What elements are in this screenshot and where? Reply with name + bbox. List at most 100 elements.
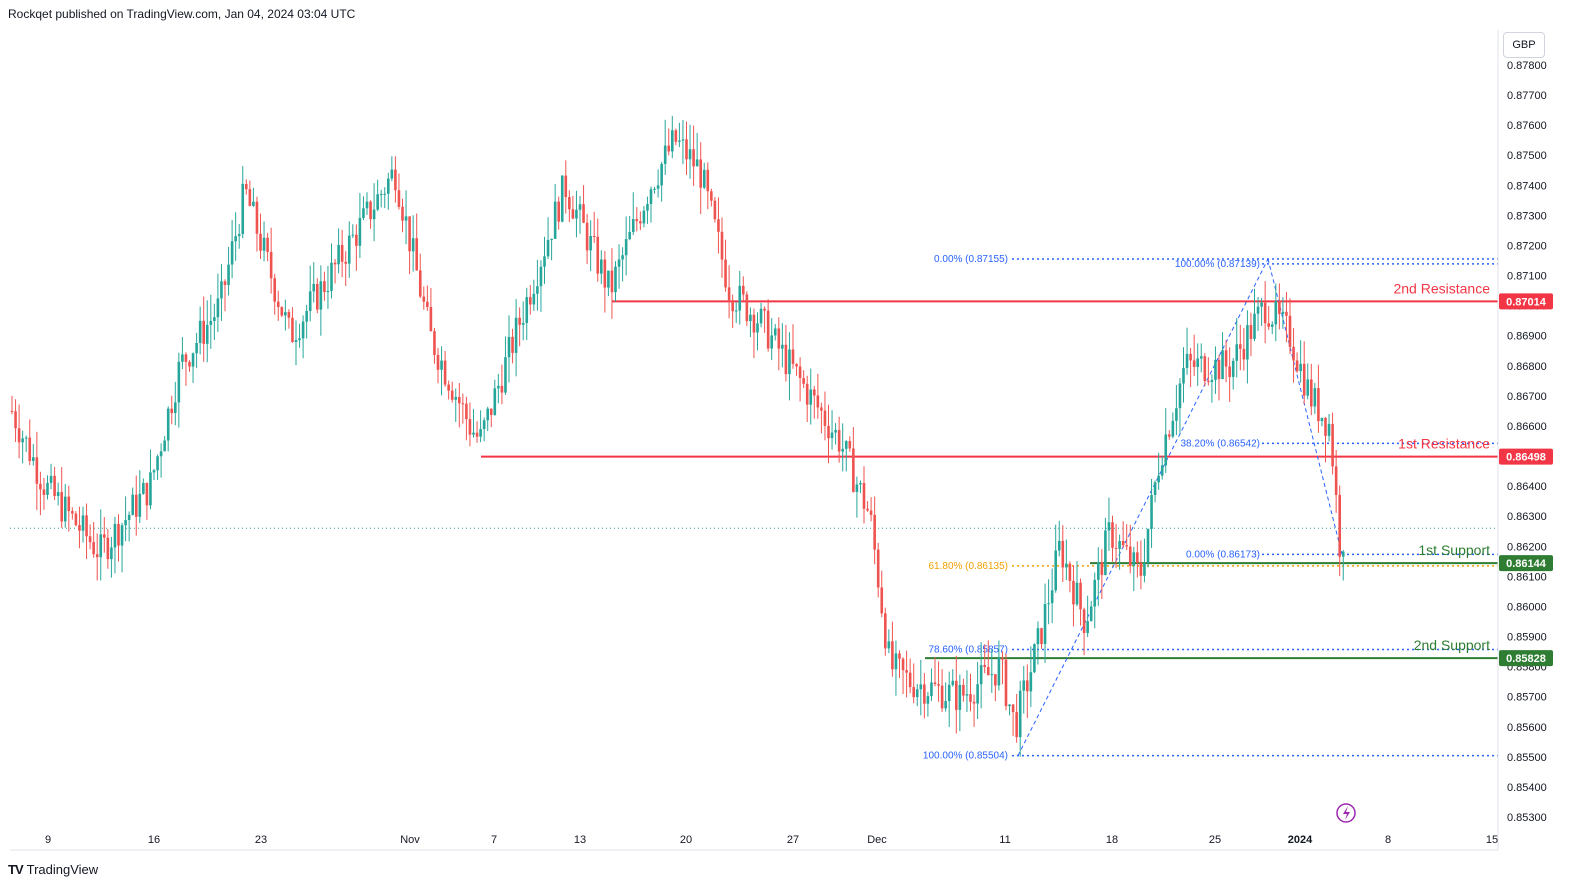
candle-body — [131, 494, 134, 515]
currency-label[interactable]: GBP — [1503, 32, 1545, 58]
candle-body — [1008, 704, 1011, 707]
candle-body — [731, 300, 734, 312]
candle-body — [834, 429, 837, 433]
candle-body — [866, 508, 869, 511]
candle-body — [813, 389, 816, 396]
candle-body — [78, 525, 81, 531]
candle-body — [493, 388, 497, 415]
y-tick-label: 0.86200 — [1507, 541, 1547, 553]
candle-body — [166, 408, 170, 441]
candle-body — [536, 286, 539, 294]
candle-body — [262, 237, 266, 251]
candle-body — [905, 670, 908, 673]
y-tick-label: 0.87400 — [1507, 180, 1547, 192]
candle-body — [1040, 628, 1043, 645]
candle-body — [355, 234, 358, 246]
candle-body — [465, 403, 468, 420]
candle-body — [127, 514, 131, 520]
candle-body — [880, 587, 884, 614]
candle-body — [912, 687, 915, 698]
candle-body — [1033, 644, 1036, 673]
price-tag-label: 0.87014 — [1506, 296, 1547, 308]
level-label: 2nd Resistance — [1393, 280, 1490, 296]
y-tick-label: 0.86800 — [1507, 361, 1547, 373]
x-tick-label: 13 — [574, 834, 586, 846]
candle-body — [1121, 540, 1125, 546]
candle-body — [1299, 363, 1302, 372]
candle-body — [610, 270, 614, 293]
lightning-icon[interactable] — [1336, 803, 1356, 823]
candle-body — [727, 287, 731, 301]
candle-body — [1249, 325, 1253, 339]
candle-body — [734, 310, 738, 312]
candle-body — [603, 259, 607, 288]
candle-body — [788, 349, 791, 375]
candle-body — [220, 281, 223, 299]
candle-body — [621, 255, 624, 260]
candle-body — [1047, 603, 1050, 605]
candle-body — [372, 209, 376, 220]
x-tick-label: 18 — [1106, 834, 1118, 846]
y-tick-label: 0.87100 — [1507, 271, 1547, 283]
candle-body — [688, 149, 692, 160]
candle-body — [1182, 367, 1185, 384]
candle-body — [1079, 582, 1082, 610]
candle-body — [1160, 465, 1164, 476]
candle-body — [994, 674, 997, 686]
candle-body — [63, 496, 67, 522]
candle-body — [713, 200, 717, 220]
candle-body — [479, 429, 482, 437]
candle-body — [117, 523, 120, 546]
candle-body — [958, 684, 962, 710]
candle-body — [10, 410, 14, 412]
candle-body — [1228, 366, 1231, 377]
candle-body — [71, 511, 74, 514]
candle-body — [230, 241, 234, 265]
candle-body — [823, 410, 827, 426]
candle-body — [1327, 423, 1331, 436]
candle-body — [926, 696, 930, 704]
candle-body — [134, 494, 138, 517]
candle-body — [639, 221, 642, 224]
candle-body — [795, 363, 798, 367]
candle-body — [997, 657, 1001, 686]
candle-body — [702, 169, 706, 188]
candle-body — [1018, 690, 1022, 738]
candle-body — [170, 408, 174, 413]
footer: TV TradingView — [8, 862, 98, 877]
candle-body — [1136, 552, 1139, 563]
candle-body — [1001, 657, 1004, 660]
candle-body — [1338, 494, 1341, 557]
candle-body — [497, 385, 500, 389]
candle-body — [436, 354, 440, 370]
price-tag — [1499, 555, 1553, 572]
candle-body — [859, 483, 862, 485]
candle-body — [781, 344, 784, 349]
candle-body — [326, 290, 330, 293]
candle-body — [692, 149, 695, 167]
y-tick-label: 0.86700 — [1507, 391, 1547, 403]
candle-body — [1281, 311, 1285, 314]
candle-body — [550, 238, 553, 241]
candle-body — [347, 235, 351, 264]
candle-body — [837, 429, 841, 452]
tradingview-logo-icon[interactable]: TV — [8, 862, 24, 877]
candle-body — [1157, 475, 1160, 483]
candle-body — [56, 492, 60, 496]
fib-label: 38.20% (0.86542) — [1180, 438, 1260, 449]
candle-body — [1004, 659, 1008, 707]
candle-body — [1189, 353, 1192, 361]
candle-body — [223, 281, 227, 285]
candle-body — [1139, 562, 1143, 576]
candle-body — [1199, 356, 1203, 359]
x-tick-label: Dec — [867, 834, 887, 846]
publisher-caption: Rockqet published on TradingView.com, Ja… — [8, 7, 356, 21]
candle-body — [1242, 348, 1246, 360]
candle-body — [39, 483, 42, 490]
x-tick-label: 20 — [680, 834, 692, 846]
candle-body — [379, 193, 383, 195]
candle-body — [649, 189, 653, 205]
candle-body — [344, 261, 347, 264]
candle-body — [791, 349, 795, 364]
